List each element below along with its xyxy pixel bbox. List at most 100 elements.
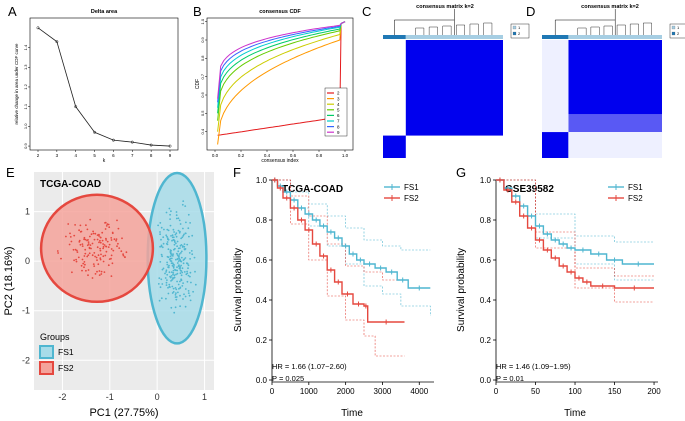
panel-e-point-fs1 xyxy=(173,311,176,314)
panel-e-point-fs2 xyxy=(110,257,112,260)
matrix-legend-label: 2 xyxy=(677,31,680,36)
panel-e-point-fs1 xyxy=(183,258,186,261)
panel-a-ytick-label: 1.1 xyxy=(23,103,28,109)
panel-b-curve-k2 xyxy=(217,21,346,136)
panel-e-point-fs1 xyxy=(163,228,165,231)
panel-c-title: consensus matrix k=2 xyxy=(416,4,474,10)
panel-b-ticks: 0.0 0.2 0.4 0.6 0.8 1.0 0.4 0.5 0.6 0.7 0.8 0.9 1.0 xyxy=(200,18,349,158)
panel-a-point xyxy=(149,143,153,147)
panel-e-point-fs2 xyxy=(116,245,118,248)
panel-e-point-fs2 xyxy=(102,260,105,263)
panel-a-point xyxy=(93,130,97,134)
cluster-bar-2 xyxy=(405,35,503,39)
panel-e-point-fs1 xyxy=(184,232,187,235)
panel-e-point-fs2 xyxy=(105,225,108,227)
panel-e-point-fs1 xyxy=(165,242,168,245)
panel-e-point-fs1 xyxy=(157,283,160,285)
panel-e-point-fs1 xyxy=(194,270,196,273)
panel-g-ytick-label: 0.4 xyxy=(480,296,492,305)
panel-e-point-fs1 xyxy=(180,256,183,259)
panel-a-points xyxy=(36,26,172,148)
panel-e-point-fs1 xyxy=(170,275,173,277)
panel-e-point-fs2 xyxy=(98,241,100,244)
panel-e-point-fs1 xyxy=(172,291,175,293)
panel-e-point-fs1 xyxy=(160,278,163,281)
panel-d-cluster-bar xyxy=(542,35,662,39)
panel-e-point-fs1 xyxy=(181,267,184,270)
panel-e-point-fs1 xyxy=(164,277,167,279)
panel-e-point-fs1 xyxy=(179,272,182,275)
panel-e-point-fs1 xyxy=(176,269,179,272)
panel-b-ytick-label: 0.5 xyxy=(200,110,205,116)
panel-e-point-fs2 xyxy=(94,273,97,275)
panel-b-curve-k6 xyxy=(217,21,346,114)
panel-e-point-fs1 xyxy=(171,279,173,281)
panel-f-ylabel: Survival probability xyxy=(233,248,244,332)
panel-e-point-fs1 xyxy=(183,245,186,248)
panel-e-point-fs1 xyxy=(186,272,189,275)
panel-e-point-fs1 xyxy=(183,233,185,236)
panel-e-point-fs1 xyxy=(162,236,165,239)
panel-e-point-fs1 xyxy=(162,267,165,270)
panel-g-axes: 0.0 0.2 0.4 0.6 0.8 1.0 0 50 100 150 200 xyxy=(480,176,661,396)
panel-e-point-fs1 xyxy=(170,257,173,260)
panel-e-point-fs2 xyxy=(102,247,104,250)
panel-e-point-fs1 xyxy=(168,264,170,267)
panel-e-point-fs2 xyxy=(72,248,75,251)
panel-e-point-fs1 xyxy=(179,260,182,263)
panel-f-legend-label: FS2 xyxy=(404,194,419,203)
panel-e-point-fs1 xyxy=(159,233,162,236)
dendrogram-branch xyxy=(456,24,465,36)
panel-e-point-fs1 xyxy=(189,271,192,274)
panel-e-point-fs2 xyxy=(75,258,77,261)
panel-e-point-fs2 xyxy=(107,223,110,226)
panel-e-point-fs1 xyxy=(179,258,181,261)
panel-e-point-fs2 xyxy=(80,264,83,267)
panel-e-point-fs1 xyxy=(181,236,184,239)
panel-e-point-fs2 xyxy=(117,227,120,230)
panel-e-point-fs1 xyxy=(169,213,172,216)
panel-e-point-fs2 xyxy=(89,218,92,221)
panel-f-ytick-label: 0.0 xyxy=(256,376,268,385)
panel-e-point-fs1 xyxy=(172,265,175,268)
panel-e-point-fs2 xyxy=(96,238,99,241)
panel-g-xtick-label: 100 xyxy=(568,387,582,396)
panel-b-curves xyxy=(217,21,346,145)
panel-e-point-fs1 xyxy=(181,203,184,206)
panel-a-ticks: 2 3 4 5 6 7 8 9 0.9 1.0 1.1 1.2 1.3 1.4 xyxy=(23,44,172,158)
panel-e-point-fs1 xyxy=(176,245,179,248)
panel-e-point-fs1 xyxy=(170,306,173,309)
dendrogram-branch xyxy=(483,22,493,36)
panel-e-point-fs1 xyxy=(180,264,183,267)
panel-letter-e: E xyxy=(6,165,15,180)
dendrogram-branch xyxy=(603,25,613,36)
panel-e-point-fs2 xyxy=(120,250,123,253)
panel-e-point-fs1 xyxy=(175,217,178,220)
panel-e-point-fs2 xyxy=(98,235,100,237)
panel-e-point-fs2 xyxy=(122,254,125,257)
panel-a-xtick-label: 3 xyxy=(56,153,59,158)
panel-letter-g: G xyxy=(456,165,466,180)
panel-e-point-fs1 xyxy=(166,279,168,281)
panel-e-point-fs1 xyxy=(166,228,169,231)
panel-b-curve-k3 xyxy=(217,21,346,145)
panel-e-point-fs2 xyxy=(87,241,90,244)
panel-g-legend-label: FS2 xyxy=(628,194,643,203)
panel-e-point-fs2 xyxy=(93,252,96,254)
panel-e-point-fs2 xyxy=(122,253,124,256)
panel-e-point-fs1 xyxy=(187,290,190,292)
panel-e-point-fs1 xyxy=(178,257,181,260)
panel-e-dataset: TCGA-COAD xyxy=(40,179,101,190)
panel-f-ytick-label: 0.4 xyxy=(256,296,268,305)
panel-f-ytick-label: 0.6 xyxy=(256,256,268,265)
panel-e-point-fs1 xyxy=(160,253,163,256)
matrix-legend-swatch xyxy=(671,31,676,36)
panel-e-point-fs1 xyxy=(174,269,177,272)
panel-e-point-fs2 xyxy=(96,270,98,273)
panel-e-point-fs2 xyxy=(73,234,76,237)
panel-b-xtick-label: 0.4 xyxy=(264,153,271,158)
panel-e-point-fs2 xyxy=(68,243,71,246)
panel-e-point-fs2 xyxy=(67,223,70,225)
panel-e-point-fs2 xyxy=(112,249,115,252)
panel-b-legend-label: 4 xyxy=(337,102,340,107)
